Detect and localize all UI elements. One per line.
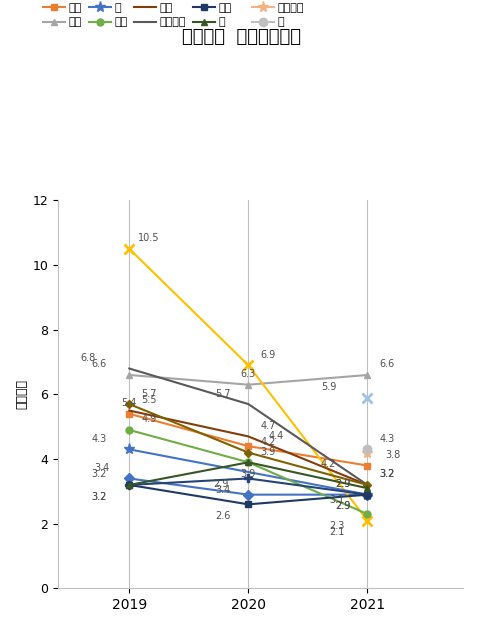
神 — [126, 245, 132, 253]
Line: 経済: 経済 — [126, 426, 371, 518]
Text: 3.2: 3.2 — [379, 470, 395, 480]
社会 — [245, 433, 251, 440]
教育 — [364, 462, 370, 470]
Line: 理工: 理工 — [126, 481, 371, 508]
Line: 商: 商 — [125, 475, 372, 499]
Text: 3.4: 3.4 — [216, 485, 231, 495]
Line: 総合政策: 総合政策 — [129, 369, 367, 485]
Text: 4.4: 4.4 — [268, 431, 284, 441]
Text: 3.1: 3.1 — [329, 495, 345, 505]
Text: 3.9: 3.9 — [260, 447, 275, 457]
Line: 法: 法 — [124, 444, 373, 500]
法 — [364, 491, 370, 498]
文 — [364, 491, 370, 498]
Text: 5.7: 5.7 — [215, 389, 231, 399]
人間福祉 — [245, 449, 251, 456]
人間福祉 — [364, 481, 370, 489]
Text: 2.9: 2.9 — [335, 479, 350, 489]
Text: 4.3: 4.3 — [91, 434, 107, 444]
経済 — [245, 459, 251, 466]
Text: 4.7: 4.7 — [260, 421, 276, 431]
国際 — [364, 371, 370, 379]
Text: 2.9: 2.9 — [335, 501, 350, 511]
理工 — [126, 481, 132, 489]
神 — [364, 517, 370, 525]
理工 — [245, 501, 251, 508]
総合政策 — [245, 401, 251, 408]
Text: 3.8: 3.8 — [385, 450, 400, 460]
Line: 文: 文 — [126, 475, 371, 498]
Text: 2.9: 2.9 — [213, 479, 228, 489]
文 — [126, 475, 132, 482]
Text: 2.9: 2.9 — [335, 501, 350, 511]
Text: 5.9: 5.9 — [321, 382, 336, 392]
Text: 3.9: 3.9 — [241, 469, 256, 479]
Text: 4.2: 4.2 — [260, 437, 276, 447]
人間福祉 — [126, 401, 132, 408]
Text: 3.2: 3.2 — [379, 470, 395, 480]
Text: 6.3: 6.3 — [241, 369, 256, 379]
神 — [245, 362, 251, 369]
Text: 2.6: 2.6 — [215, 511, 231, 521]
Y-axis label: 実質倍率: 実質倍率 — [15, 379, 28, 409]
Text: 一般入試  実質倍率推移: 一般入試 実質倍率推移 — [182, 28, 300, 46]
総合政策 — [126, 365, 132, 372]
経済 — [364, 510, 370, 518]
Text: 6.6: 6.6 — [379, 359, 395, 369]
Text: 3.2: 3.2 — [91, 491, 107, 501]
文 — [245, 491, 251, 498]
国際 — [245, 381, 251, 388]
商 — [364, 491, 370, 498]
Text: 3.2: 3.2 — [91, 470, 107, 480]
教育 — [245, 443, 251, 450]
Text: 2.3: 2.3 — [329, 521, 345, 531]
Text: 4.3: 4.3 — [379, 434, 395, 444]
Line: 国際: 国際 — [126, 371, 371, 388]
総合政策 — [364, 481, 370, 489]
Line: 人間福祉: 人間福祉 — [126, 401, 370, 488]
国際 — [126, 371, 132, 379]
Line: 神: 神 — [124, 244, 372, 525]
理 — [364, 485, 370, 492]
Text: 10.5: 10.5 — [138, 233, 160, 244]
社会 — [126, 407, 132, 414]
Text: 3.2: 3.2 — [91, 491, 107, 501]
Line: 社会: 社会 — [129, 411, 367, 485]
Text: 2.1: 2.1 — [329, 527, 345, 537]
理 — [126, 481, 132, 489]
Legend: 文, 教育, 国際, 神, 法, 経済, 商, 社会, 総合政策, 人間福祉, 理工, 理, 建築, 生命環境, 工: 文, 教育, 国際, 神, 法, 経済, 商, 社会, 総合政策, 人間福祉, … — [43, 0, 304, 28]
法 — [126, 446, 132, 453]
理 — [245, 459, 251, 466]
教育 — [126, 410, 132, 418]
Text: 6.6: 6.6 — [91, 359, 107, 369]
Text: 5.5: 5.5 — [141, 395, 157, 405]
Text: 3.2: 3.2 — [379, 470, 395, 480]
Text: 6.9: 6.9 — [260, 350, 275, 360]
商 — [126, 481, 132, 489]
理工 — [364, 491, 370, 498]
Line: 理: 理 — [126, 459, 371, 491]
Text: 4.2: 4.2 — [321, 459, 336, 470]
Text: 3.4: 3.4 — [94, 463, 109, 473]
Line: 教育: 教育 — [126, 410, 371, 469]
Text: 2.9: 2.9 — [335, 479, 350, 489]
Text: 5.7: 5.7 — [141, 389, 157, 399]
経済 — [126, 426, 132, 434]
Text: 6.8: 6.8 — [80, 353, 95, 363]
社会 — [364, 481, 370, 489]
Text: 5.4: 5.4 — [121, 398, 137, 408]
商 — [245, 475, 251, 482]
Text: 4.9: 4.9 — [141, 414, 156, 424]
